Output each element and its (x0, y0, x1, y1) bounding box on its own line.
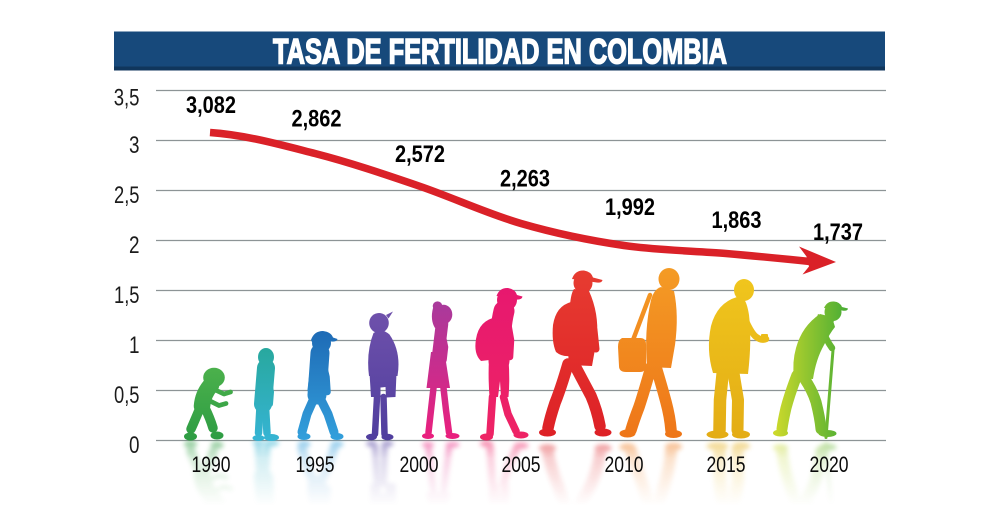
svg-text:1,992: 1,992 (605, 194, 655, 221)
svg-text:3,082: 3,082 (186, 92, 236, 119)
svg-text:1,5: 1,5 (114, 282, 140, 309)
svg-text:3: 3 (129, 132, 140, 159)
svg-text:2005: 2005 (502, 452, 541, 477)
svg-text:1,737: 1,737 (813, 219, 863, 246)
svg-text:1990: 1990 (192, 452, 231, 477)
svg-text:2,862: 2,862 (292, 106, 342, 133)
svg-text:1: 1 (129, 332, 140, 359)
svg-text:2,572: 2,572 (395, 141, 445, 168)
svg-text:TASA DE FERTILIDAD EN COLOMBIA: TASA DE FERTILIDAD EN COLOMBIA (273, 33, 727, 72)
svg-text:2015: 2015 (707, 452, 746, 477)
svg-text:1995: 1995 (296, 452, 335, 477)
svg-text:0,5: 0,5 (114, 382, 140, 409)
svg-text:1,863: 1,863 (712, 207, 762, 234)
svg-text:0: 0 (129, 432, 140, 459)
svg-text:2020: 2020 (810, 452, 849, 477)
svg-text:2000: 2000 (400, 452, 439, 477)
svg-text:2010: 2010 (605, 452, 644, 477)
svg-text:3,5: 3,5 (114, 85, 140, 112)
svg-text:2,5: 2,5 (114, 182, 140, 209)
svg-text:2: 2 (129, 232, 140, 259)
svg-text:2,263: 2,263 (500, 166, 550, 193)
